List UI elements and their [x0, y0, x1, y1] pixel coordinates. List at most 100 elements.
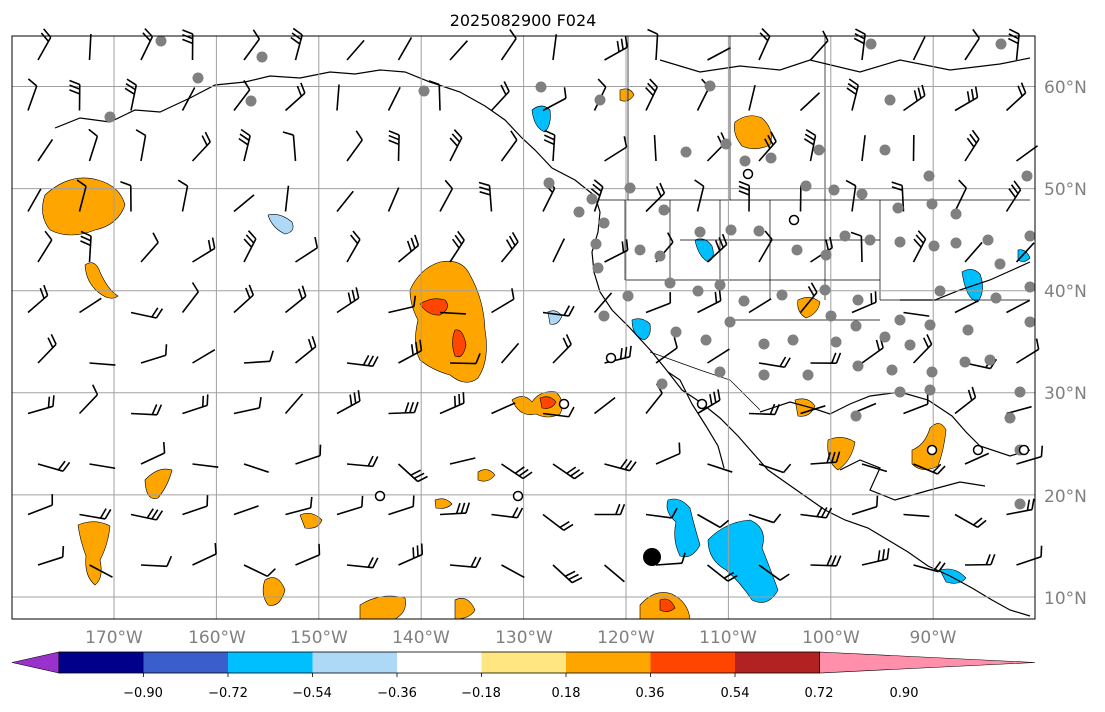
wind-barb — [594, 396, 616, 415]
station-marker — [155, 35, 167, 47]
station-marker — [928, 240, 940, 252]
wind-barb — [37, 460, 71, 472]
wind-barb — [707, 463, 733, 473]
borders — [598, 36, 1030, 411]
wind-barb — [140, 555, 173, 568]
wind-barb — [758, 27, 771, 61]
wind-barb — [284, 393, 304, 415]
wind-barb — [552, 238, 566, 263]
wind-barb — [501, 564, 525, 579]
wind-barb — [192, 542, 217, 566]
station-marker-open — [605, 352, 617, 364]
station-marker — [738, 295, 750, 307]
wind-barb — [954, 513, 987, 529]
wind-barb — [853, 28, 866, 61]
wind-barb — [491, 402, 516, 415]
station-marker — [418, 85, 430, 97]
wind-barb — [182, 394, 209, 415]
wind-barb — [37, 138, 54, 162]
wind-barb — [182, 29, 194, 61]
wind-barb — [478, 181, 493, 212]
wind-barb — [346, 39, 365, 61]
station-marker — [104, 111, 116, 123]
colorbar-extend-high — [819, 651, 1036, 674]
wind-barb — [1006, 299, 1030, 314]
wind-barb — [846, 78, 860, 111]
wind-barb — [653, 134, 657, 162]
station-marker — [820, 249, 832, 261]
station-marker — [776, 289, 788, 301]
wind-barb — [645, 182, 666, 213]
wind-barb — [285, 496, 313, 516]
wind-barb — [542, 87, 567, 112]
wind-barb — [954, 86, 979, 112]
wind-barb — [27, 284, 49, 314]
wind-barb — [130, 508, 164, 521]
station-marker — [879, 144, 891, 156]
station-marker — [573, 206, 585, 218]
lat-tick-label: 40°N — [1044, 282, 1087, 302]
wind-barb — [76, 179, 87, 212]
station-marker — [813, 144, 825, 156]
wind-barb — [707, 564, 738, 582]
lat-tick-label: 30°N — [1044, 384, 1087, 404]
wind-barb — [913, 463, 946, 475]
lat-tick-label: 20°N — [1044, 487, 1087, 507]
station-marker — [670, 326, 682, 338]
wind-barb — [295, 543, 321, 566]
station-marker — [598, 310, 610, 322]
colorbar-tick-label: 0.72 — [805, 686, 834, 701]
wind-barb — [500, 29, 517, 61]
colorbar-segment — [650, 652, 736, 673]
wind-barb — [80, 230, 92, 263]
wind-barb — [748, 513, 782, 524]
wind-barb — [78, 384, 99, 415]
wind-barb — [397, 234, 420, 263]
station-marker-open — [926, 444, 938, 456]
latitude-labels: 10°N 20°N 30°N 40°N 50°N 60°N — [1044, 78, 1087, 609]
station-markers — [104, 35, 1036, 566]
station-marker-open — [374, 490, 386, 502]
lon-tick-label: 160°W — [188, 628, 246, 648]
lon-tick-label: 140°W — [392, 628, 450, 648]
wind-barb — [397, 37, 413, 61]
wind-barb — [449, 40, 469, 61]
station-marker — [624, 182, 636, 194]
station-marker — [886, 364, 898, 376]
wind-barb — [192, 348, 216, 364]
wind-barb — [439, 179, 454, 212]
colorbar-tick-label: 0.54 — [721, 686, 750, 701]
station-marker — [694, 226, 706, 238]
wind-barb — [346, 557, 379, 569]
wind-barb — [552, 463, 584, 480]
station-marker — [894, 314, 906, 326]
wind-barb — [346, 354, 379, 367]
lon-tick-label: 110°W — [699, 628, 757, 648]
colorbar-segment — [481, 652, 567, 673]
wind-barb — [799, 282, 818, 314]
wind-barb — [439, 502, 471, 516]
wind-barb — [27, 188, 42, 212]
wind-barb — [655, 442, 681, 465]
wind-barb — [243, 564, 276, 578]
station-marker — [1014, 498, 1026, 510]
wind-barb — [439, 392, 465, 415]
wind-barb — [346, 130, 363, 162]
wind-barbs — [27, 27, 1044, 584]
station-marker — [739, 155, 751, 167]
wind-barb — [387, 187, 400, 212]
colorbar-segment — [312, 652, 398, 673]
wind-barb — [1016, 445, 1044, 465]
wind-barb — [861, 135, 866, 162]
wind-barb — [851, 495, 879, 516]
wind-barb — [912, 230, 927, 263]
wind-barb — [800, 506, 833, 519]
station-marker — [865, 38, 877, 50]
wind-barb — [845, 179, 857, 212]
wind-barb — [861, 463, 888, 473]
wind-barb — [500, 130, 518, 162]
station-marker — [892, 202, 904, 214]
station-marker — [959, 356, 971, 368]
wind-barb — [238, 128, 251, 162]
